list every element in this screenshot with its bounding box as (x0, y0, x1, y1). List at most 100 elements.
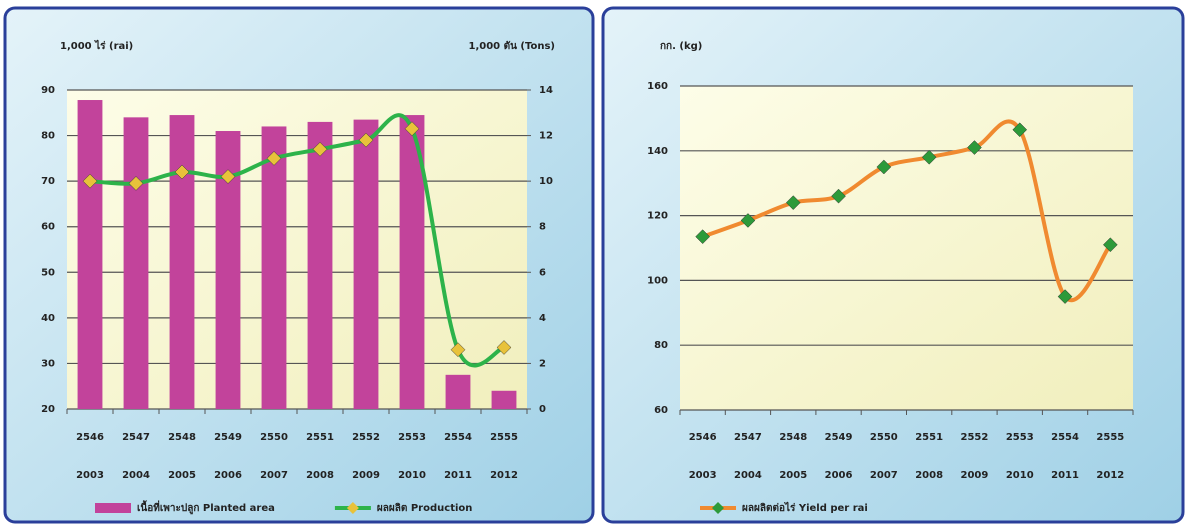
y-tick-label: 30 (41, 358, 55, 369)
x-tick-label: 2546 (76, 432, 104, 443)
y-axis-title: 1,000 ไร่ (rai) (60, 39, 133, 52)
x-tick-label: 2552 (961, 432, 989, 443)
marker (312, 141, 328, 157)
y-tick-label: 160 (647, 81, 668, 92)
x-tick-label: 2548 (168, 432, 196, 443)
x-tick-label: 2008 (915, 470, 943, 481)
x-tick-label: 2552 (352, 432, 380, 443)
marker (128, 176, 144, 191)
x-tick-label: 2548 (779, 432, 807, 443)
legend-label: ผลผลิตต่อไร่ Yield per rai (742, 501, 868, 514)
y-tick-label: 20 (41, 404, 55, 415)
y-tick-label: 100 (647, 275, 668, 286)
y2-tick-label: 10 (539, 176, 553, 187)
x-tick-label: 2003 (76, 470, 104, 481)
marker (404, 121, 420, 137)
x-tick-label: 2546 (689, 432, 717, 443)
bar (123, 117, 149, 409)
y2-axis-title: 1,000 ตัน (Tons) (469, 40, 556, 52)
marker (450, 342, 466, 358)
y2-tick-label: 14 (539, 85, 553, 96)
marker (921, 149, 937, 165)
marker (785, 195, 801, 210)
x-tick-label: 2550 (260, 432, 288, 443)
marker (82, 173, 98, 189)
marker (174, 164, 190, 180)
y2-tick-label: 2 (539, 358, 546, 369)
marker (1102, 237, 1118, 253)
right-plot-area (680, 86, 1133, 410)
y-tick-label: 60 (654, 405, 668, 416)
x-tick-label: 2009 (352, 470, 380, 481)
x-tick-label: 2553 (398, 432, 426, 443)
x-tick-label: 2549 (214, 432, 242, 443)
x-tick-label: 2005 (168, 470, 196, 481)
bar (445, 374, 471, 409)
x-tick-label: 2551 (306, 432, 334, 443)
x-tick-label: 2011 (1051, 470, 1079, 481)
y2-tick-label: 6 (539, 267, 546, 278)
y-tick-label: 60 (41, 222, 55, 233)
x-tick-label: 2554 (1051, 432, 1079, 443)
x-tick-label: 2555 (1096, 432, 1124, 443)
x-tick-label: 2008 (306, 470, 334, 481)
bar (77, 100, 103, 410)
x-tick-label: 2006 (214, 470, 242, 481)
bar (491, 390, 517, 409)
y2-tick-label: 12 (539, 131, 553, 142)
y2-tick-label: 0 (539, 404, 546, 415)
bar (353, 119, 379, 409)
x-tick-label: 2011 (444, 470, 472, 481)
x-tick-label: 2547 (122, 432, 150, 443)
y-tick-label: 40 (41, 313, 55, 324)
legend-label: เนื้อที่เพาะปลูก Planted area (137, 500, 275, 515)
y-axis-title: กก. (kg) (660, 41, 702, 52)
y2-tick-label: 4 (539, 313, 546, 324)
legend-marker (712, 502, 724, 514)
bar (307, 121, 333, 410)
x-tick-label: 2010 (398, 470, 426, 481)
y-tick-label: 80 (654, 340, 668, 351)
y-tick-label: 90 (41, 85, 55, 96)
y-tick-label: 120 (647, 211, 668, 222)
legend-swatch (95, 503, 131, 513)
marker (496, 340, 512, 355)
x-tick-label: 2004 (122, 470, 150, 481)
x-tick-label: 2006 (825, 470, 853, 481)
x-tick-label: 2553 (1006, 432, 1034, 443)
marker (1012, 122, 1028, 138)
y-tick-label: 140 (647, 146, 668, 157)
x-tick-label: 2554 (444, 432, 472, 443)
x-tick-label: 2007 (260, 470, 288, 481)
y-tick-label: 50 (41, 267, 55, 278)
marker (695, 229, 711, 245)
marker (266, 151, 282, 166)
x-tick-label: 2551 (915, 432, 943, 443)
marker (967, 140, 982, 155)
x-tick-label: 2555 (490, 432, 518, 443)
x-tick-label: 2004 (734, 470, 762, 481)
x-tick-label: 2003 (689, 470, 717, 481)
y-tick-label: 80 (41, 131, 55, 142)
bar (169, 115, 195, 410)
marker (831, 188, 846, 204)
legend-marker (346, 502, 359, 514)
marker (220, 169, 236, 184)
marker (358, 132, 374, 148)
x-tick-label: 2012 (1096, 470, 1124, 481)
marker (876, 159, 892, 175)
y-tick-label: 70 (41, 176, 55, 187)
bar (261, 126, 287, 409)
legend-label: ผลผลิต Production (377, 502, 472, 514)
x-tick-label: 2012 (490, 470, 518, 481)
x-tick-label: 2005 (779, 470, 807, 481)
marker (740, 213, 756, 228)
x-tick-label: 2547 (734, 432, 762, 443)
x-tick-label: 2007 (870, 470, 898, 481)
y2-tick-label: 8 (539, 222, 546, 233)
marker (1057, 289, 1073, 304)
x-tick-label: 2549 (825, 432, 853, 443)
x-tick-label: 2009 (961, 470, 989, 481)
x-tick-label: 2010 (1006, 470, 1034, 481)
